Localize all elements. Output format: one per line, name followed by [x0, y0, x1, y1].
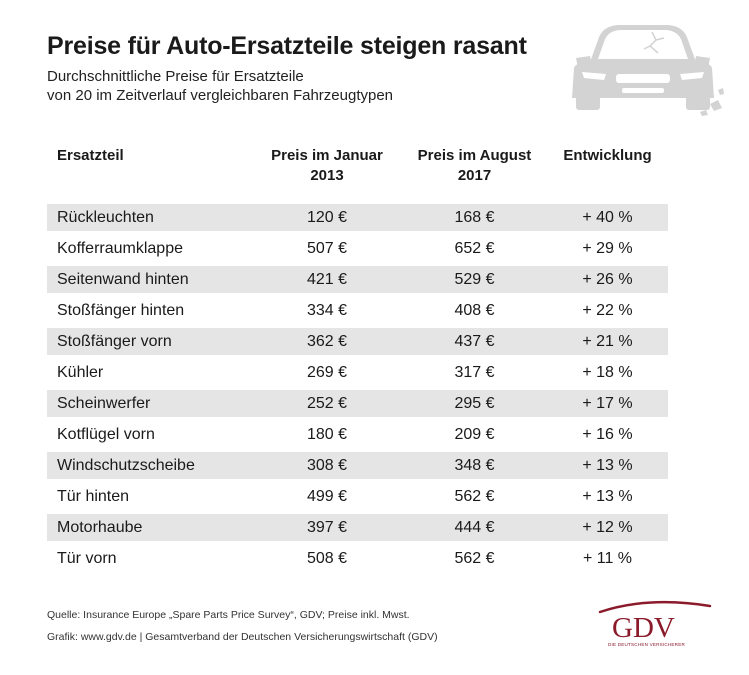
cell-development: + 26 % — [547, 262, 668, 295]
cell-development: + 13 % — [547, 448, 668, 481]
header-preis-august-line-1: Preis im August — [417, 147, 532, 164]
cell-development: + 29 % — [547, 231, 668, 264]
cell-price-aug: 652 € — [402, 231, 547, 264]
cell-price-jan: 308 € — [252, 448, 402, 481]
source-note: Quelle: Insurance Europe „Spare Parts Pr… — [47, 609, 410, 621]
cell-price-aug: 562 € — [402, 479, 547, 512]
cell-price-jan: 252 € — [252, 386, 402, 419]
cell-part: Kühler — [47, 355, 252, 388]
cell-price-aug: 209 € — [402, 417, 547, 450]
cell-price-aug: 529 € — [402, 262, 547, 295]
header-ersatzteil: Ersatzteil — [57, 147, 124, 164]
table-row: Tür hinten 499 € 562 € + 13 % — [47, 479, 668, 512]
cell-development: + 16 % — [547, 417, 668, 450]
cell-price-aug: 444 € — [402, 510, 547, 543]
table-row: Rückleuchten 120 € 168 € + 40 % — [47, 200, 668, 233]
cell-part: Motorhaube — [47, 510, 252, 543]
cell-price-aug: 437 € — [402, 324, 547, 357]
cell-development: + 21 % — [547, 324, 668, 357]
cell-development: + 22 % — [547, 293, 668, 326]
table-row: Kühler 269 € 317 € + 18 % — [47, 355, 668, 388]
cell-price-jan: 397 € — [252, 510, 402, 543]
table-row: Motorhaube 397 € 444 € + 12 % — [47, 510, 668, 543]
cell-price-aug: 317 € — [402, 355, 547, 388]
logo-tagline: DIE DEUTSCHEN VERSICHERER — [608, 642, 685, 647]
table-header-row: Ersatzteil Preis im Januar 2013 Preis im… — [47, 142, 668, 202]
cell-part: Windschutzscheibe — [47, 448, 252, 481]
credit-note: Grafik: www.gdv.de | Gesamtverband der D… — [47, 631, 438, 643]
cell-development: + 17 % — [547, 386, 668, 419]
gdv-logo: GDV DIE DEUTSCHEN VERSICHERER — [598, 600, 712, 647]
cell-price-jan: 508 € — [252, 541, 402, 572]
table-row: Tür vorn 508 € 562 € + 11 % — [47, 541, 668, 572]
header-entwicklung: Entwicklung — [563, 147, 652, 164]
header-preis-januar: Preis im Januar 2013 — [252, 142, 402, 202]
cell-price-jan: 421 € — [252, 262, 402, 295]
cell-part: Scheinwerfer — [47, 386, 252, 419]
spare-parts-price-table: Ersatzteil Preis im Januar 2013 Preis im… — [47, 142, 668, 572]
logo-text: GDV — [612, 612, 675, 644]
header-preis-august: Preis im August 2017 — [402, 142, 547, 202]
table-row: Seitenwand hinten 421 € 529 € + 26 % — [47, 262, 668, 295]
cell-price-jan: 334 € — [252, 293, 402, 326]
subtitle-line-2: von 20 im Zeitverlauf vergleichbaren Fah… — [47, 87, 394, 104]
cell-price-aug: 562 € — [402, 541, 547, 572]
cell-development: + 13 % — [547, 479, 668, 512]
cell-development: + 18 % — [547, 355, 668, 388]
chart-subtitle: Durchschnittliche Preise für Ersatzteile… — [47, 67, 393, 105]
cell-part: Kofferraumklappe — [47, 231, 252, 264]
subtitle-line-1: Durchschnittliche Preise für Ersatzteile — [47, 68, 304, 85]
damaged-car-icon — [572, 25, 724, 116]
cell-development: + 12 % — [547, 510, 668, 543]
header-preis-januar-line-1: Preis im Januar — [271, 147, 383, 164]
cell-part: Stoßfänger hinten — [47, 293, 252, 326]
table-row: Stoßfänger hinten 334 € 408 € + 22 % — [47, 293, 668, 326]
logo-swoosh — [598, 600, 712, 614]
chart-title: Preise für Auto-Ersatzteile steigen rasa… — [47, 32, 527, 60]
table-row: Kotflügel vorn 180 € 209 € + 16 % — [47, 417, 668, 450]
cell-part: Tür vorn — [47, 541, 252, 572]
cell-price-aug: 168 € — [402, 200, 547, 233]
cell-price-aug: 348 € — [402, 448, 547, 481]
header-preis-januar-line-2: 2013 — [310, 167, 344, 184]
header-preis-august-line-2: 2017 — [457, 167, 492, 184]
cell-part: Kotflügel vorn — [47, 417, 252, 450]
cell-part: Tür hinten — [47, 479, 252, 512]
table-row: Kofferraumklappe 507 € 652 € + 29 % — [47, 231, 668, 264]
cell-price-aug: 408 € — [402, 293, 547, 326]
cell-price-jan: 362 € — [252, 324, 402, 357]
cell-price-jan: 180 € — [252, 417, 402, 450]
table-row: Stoßfänger vorn 362 € 437 € + 21 % — [47, 324, 668, 357]
cell-price-jan: 499 € — [252, 479, 402, 512]
cell-price-aug: 295 € — [402, 386, 547, 419]
cell-price-jan: 120 € — [252, 200, 402, 233]
cell-development: + 40 % — [547, 200, 668, 233]
table-row: Windschutzscheibe 308 € 348 € + 13 % — [47, 448, 668, 481]
cell-part: Seitenwand hinten — [47, 262, 252, 295]
cell-development: + 11 % — [547, 541, 668, 572]
cell-price-jan: 269 € — [252, 355, 402, 388]
cell-price-jan: 507 € — [252, 231, 402, 264]
cell-part: Stoßfänger vorn — [47, 324, 252, 357]
cell-part: Rückleuchten — [47, 200, 252, 233]
table-row: Scheinwerfer 252 € 295 € + 17 % — [47, 386, 668, 419]
